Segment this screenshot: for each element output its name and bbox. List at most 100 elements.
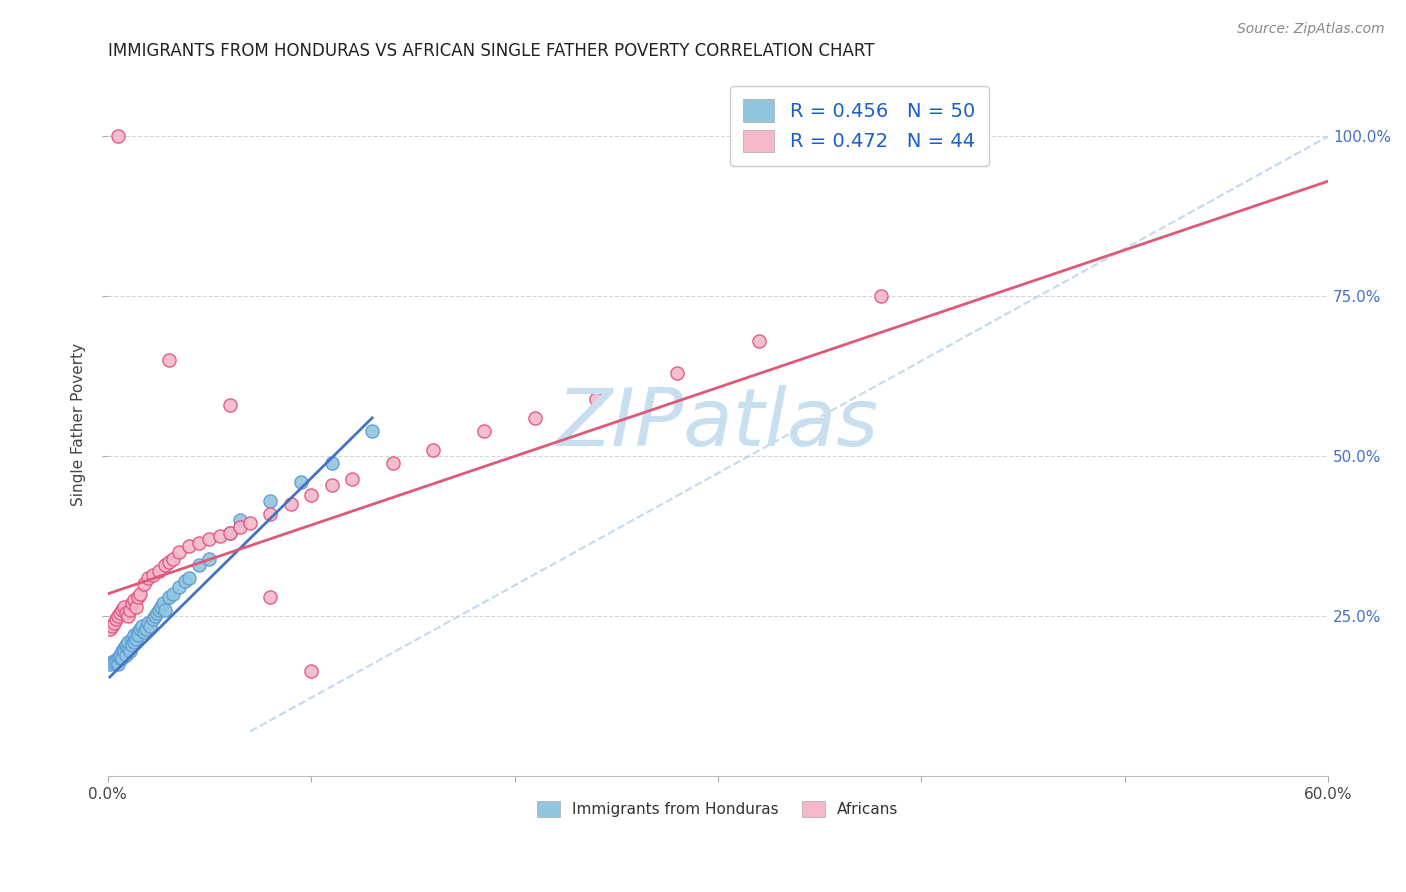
Point — [666, 366, 689, 380]
Point — [121, 632, 143, 646]
Point — [131, 619, 153, 633]
Point — [299, 488, 322, 502]
Point — [125, 599, 148, 614]
Point — [157, 555, 180, 569]
Point — [472, 424, 495, 438]
Point — [141, 612, 163, 626]
Point — [229, 519, 252, 533]
Point — [134, 577, 156, 591]
Point — [280, 497, 302, 511]
Point — [321, 478, 343, 492]
Point — [112, 599, 135, 614]
Point — [139, 619, 162, 633]
Point — [107, 657, 129, 672]
Point — [108, 650, 131, 665]
Point — [361, 424, 384, 438]
Point — [134, 625, 156, 640]
Point — [167, 545, 190, 559]
Point — [153, 558, 176, 572]
Point — [111, 603, 134, 617]
Point — [138, 571, 160, 585]
Point — [115, 648, 138, 662]
Point — [259, 590, 281, 604]
Point — [108, 648, 131, 662]
Point — [104, 612, 127, 626]
Point — [138, 615, 160, 630]
Point — [869, 289, 891, 303]
Text: Source: ZipAtlas.com: Source: ZipAtlas.com — [1237, 22, 1385, 37]
Point — [127, 590, 149, 604]
Point — [129, 622, 152, 636]
Point — [188, 535, 211, 549]
Point — [117, 641, 139, 656]
Point — [321, 456, 343, 470]
Point — [162, 551, 184, 566]
Point — [381, 456, 404, 470]
Point — [112, 644, 135, 658]
Point — [107, 609, 129, 624]
Point — [239, 516, 262, 531]
Point — [115, 638, 138, 652]
Point — [153, 603, 176, 617]
Point — [290, 475, 312, 489]
Point — [340, 472, 363, 486]
Point — [107, 650, 129, 665]
Point — [125, 632, 148, 646]
Point — [120, 644, 142, 658]
Point — [121, 596, 143, 610]
Point — [218, 526, 240, 541]
Point — [198, 533, 221, 547]
Point — [198, 551, 221, 566]
Point — [148, 565, 170, 579]
Point — [98, 657, 121, 672]
Point — [122, 635, 145, 649]
Point — [108, 606, 131, 620]
Point — [111, 644, 134, 658]
Point — [179, 571, 201, 585]
Point — [117, 609, 139, 624]
Point — [111, 650, 134, 665]
Point — [208, 529, 231, 543]
Point — [101, 655, 124, 669]
Point — [167, 581, 190, 595]
Point — [218, 398, 240, 412]
Y-axis label: Single Father Poverty: Single Father Poverty — [72, 343, 86, 506]
Point — [129, 587, 152, 601]
Point — [149, 599, 172, 614]
Point — [103, 615, 125, 630]
Text: ZIPatlas: ZIPatlas — [557, 385, 879, 463]
Point — [98, 622, 121, 636]
Point — [259, 507, 281, 521]
Point — [122, 628, 145, 642]
Point — [122, 593, 145, 607]
Point — [101, 619, 124, 633]
Point — [127, 625, 149, 640]
Point — [141, 567, 163, 582]
Point — [229, 513, 252, 527]
Point — [117, 635, 139, 649]
Point — [157, 590, 180, 604]
Point — [143, 609, 166, 624]
Point — [103, 654, 125, 668]
Point — [145, 606, 167, 620]
Point — [115, 606, 138, 620]
Point — [135, 622, 157, 636]
Point — [259, 494, 281, 508]
Point — [162, 587, 184, 601]
Point — [157, 353, 180, 368]
Point — [523, 410, 546, 425]
Point — [179, 539, 201, 553]
Point — [121, 638, 143, 652]
Point — [585, 392, 607, 406]
Point — [127, 628, 149, 642]
Point — [218, 526, 240, 541]
Point — [148, 603, 170, 617]
Point — [120, 603, 142, 617]
Point — [107, 129, 129, 144]
Point — [299, 664, 322, 678]
Point — [174, 574, 197, 588]
Point — [104, 653, 127, 667]
Point — [112, 641, 135, 656]
Point — [748, 334, 770, 348]
Point — [152, 596, 174, 610]
